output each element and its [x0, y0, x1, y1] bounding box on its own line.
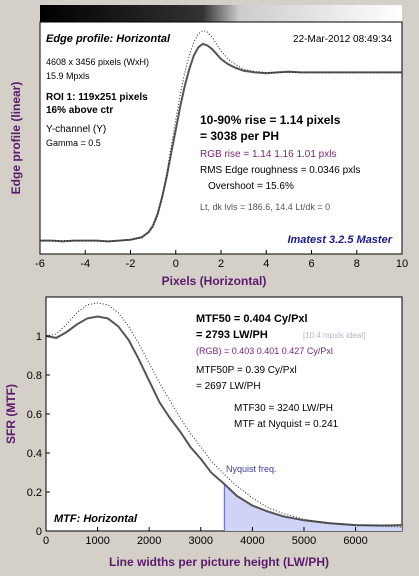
edge-x-tick-label: 0 [173, 258, 179, 270]
edge-x-tick-label: 10 [396, 258, 408, 270]
mtf-y-tick-label: 0.6 [27, 409, 42, 421]
edge-rise: 10-90% rise = 1.14 pixels [200, 113, 341, 127]
mtf-y-tick-label: 0.4 [27, 448, 42, 460]
mtf-x-tick-label: 3000 [189, 535, 213, 547]
edge-plot-area [39, 21, 403, 255]
mtf-x-tick-label: 1000 [85, 535, 109, 547]
edge-x-tick-label: -6 [35, 258, 45, 270]
nyquist-label: Nyquist freq. [226, 464, 277, 474]
mtf-series-solid [45, 315, 403, 527]
mtf-panel-title: MTF: Horizontal [54, 513, 138, 525]
mtf-x-tick-label: 0 [43, 535, 49, 547]
edge-roughness: RMS Edge roughness = 0.0346 pxls [200, 165, 360, 176]
edge-x-ticks: -6 -4 -2 0 2 4 6 8 10 [35, 250, 408, 270]
mtf-y-ticks: 0 0.2 0.4 0.6 0.8 1 [27, 331, 50, 538]
edge-levels: Lt, dk lvls = 186.6, 14.4 Lt/dk = 0 [200, 202, 330, 212]
mtf-at-nyquist: MTF at Nyquist = 0.241 [234, 419, 339, 430]
mtf-y-tick-label: 1 [36, 331, 42, 343]
mtf-rgb: (RGB) = 0.403 0.401 0.427 Cy/Pxl [196, 346, 333, 356]
mtf-x-tick-label: 2000 [137, 535, 161, 547]
edge-grayscale-strip [40, 5, 402, 22]
edge-info-mpxls: 15.9 Mpxls [46, 71, 90, 81]
mtf-ideal-note: [10.4 mpxls ideal] [303, 331, 365, 340]
edge-overshoot: Overshoot = 15.6% [208, 181, 294, 192]
edge-rise-per-ph: = 3038 per PH [200, 129, 279, 143]
edge-x-tick-label: 2 [218, 258, 224, 270]
edge-channel: Y-channel (Y) [46, 124, 106, 135]
mtf30: MTF30 = 3240 LW/PH [234, 403, 333, 414]
edge-xlabel: Pixels (Horizontal) [162, 274, 267, 288]
edge-curves [40, 29, 402, 243]
mtf-xlabel: Line widths per picture height (LW/PH) [109, 555, 329, 569]
edge-x-tick-label: 4 [263, 258, 269, 270]
mtf-x-tick-label: 4000 [240, 535, 264, 547]
edge-x-tick-label: -2 [126, 258, 136, 270]
mtf-y-tick-label: 0.2 [27, 487, 42, 499]
edge-roi: ROI 1: 119x251 pixels [46, 92, 148, 103]
mtf50-lwph: = 2793 LW/PH [196, 329, 268, 341]
mtf50p: MTF50P = 0.39 Cy/Pxl [196, 365, 297, 376]
edge-x-tick-label: -4 [80, 258, 90, 270]
edge-x-tick-label: 6 [308, 258, 314, 270]
mtf-x-tick-label: 5000 [292, 535, 316, 547]
mtf-y-tick-label: 0.8 [27, 370, 42, 382]
edge-date: 22-Mar-2012 08:49:34 [293, 34, 392, 45]
edge-info-size: 4608 x 3456 pixels (WxH) [46, 57, 149, 67]
mtf50p-lwph: = 2697 LW/PH [196, 381, 261, 392]
mtf-beyond-nyquist-fill [224, 484, 402, 531]
edge-x-tick-label: 8 [354, 258, 360, 270]
mtf-curves [45, 302, 403, 528]
mtf-x-ticks: 0 1000 2000 3000 4000 5000 6000 [43, 527, 368, 547]
mtf-y-tick-label: 0 [36, 526, 42, 538]
edge-gamma: Gamma = 0.5 [46, 138, 101, 148]
edge-rgb-rise: RGB rise = 1.14 1.16 1.01 pxls [200, 149, 336, 160]
mtf-x-tick-label: 6000 [343, 535, 367, 547]
edge-roi-position: 16% above ctr [46, 105, 113, 116]
edge-panel-title: Edge profile: Horizontal [46, 33, 171, 45]
mtf-ylabel: SFR (MTF) [4, 384, 18, 444]
imatest-brand: Imatest 3.2.5 Master [287, 234, 392, 246]
mtf50: MTF50 = 0.404 Cy/Pxl [196, 313, 308, 325]
edge-ylabel: Edge profile (linear) [9, 82, 23, 195]
